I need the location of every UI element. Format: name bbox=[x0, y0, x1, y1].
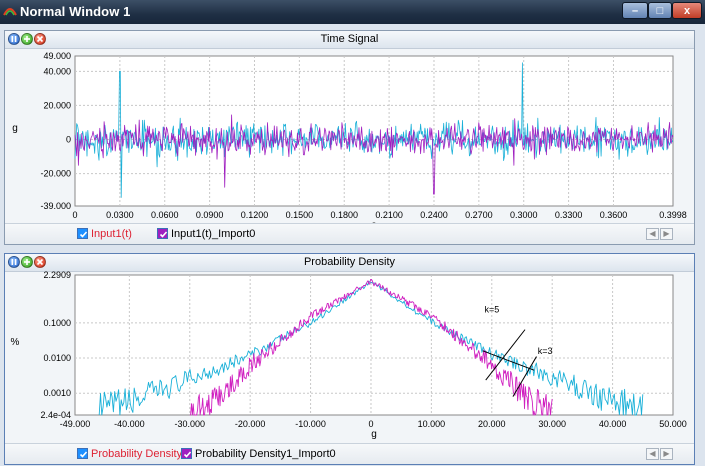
checkbox-checked-icon[interactable] bbox=[77, 228, 88, 239]
y-axis-label: g bbox=[12, 123, 18, 134]
add-icon[interactable] bbox=[21, 33, 33, 45]
scroll-right-button[interactable]: ▶ bbox=[660, 448, 673, 460]
probability-density-chart[interactable]: -49.000 -40.000 -30.000 -20.000 -10.000 0 10.0… bbox=[5, 271, 694, 444]
app-icon bbox=[3, 8, 17, 16]
scroll-left-button[interactable]: ◀ bbox=[646, 228, 659, 240]
checkbox-checked-icon[interactable] bbox=[181, 448, 192, 459]
y-tick-label: 2.2909 bbox=[43, 271, 71, 280]
title-bar: Normal Window 1 – □ x bbox=[0, 0, 705, 24]
close-panel-icon[interactable] bbox=[34, 33, 46, 45]
x-tick-label: -20.000 bbox=[235, 419, 266, 429]
x-tick-label: -49.000 bbox=[60, 419, 91, 429]
y-tick-label: 40.000 bbox=[43, 66, 71, 76]
y-tick-label: 2.4e-04 bbox=[40, 410, 71, 420]
series-line bbox=[189, 278, 553, 416]
legend: Input1(t) Input1(t)_Import0 ◀ ▶ bbox=[5, 223, 694, 244]
probability-density-panel: Probability Density -49.000 -40.000 -30.00… bbox=[4, 253, 695, 465]
pause-icon[interactable] bbox=[8, 256, 20, 268]
x-tick-label: 0.3000 bbox=[510, 210, 538, 220]
annotation-leader bbox=[482, 350, 535, 371]
y-tick-label: 0.0010 bbox=[43, 388, 71, 398]
scroll-right-button[interactable]: ▶ bbox=[660, 228, 673, 240]
panel-title: Probability Density bbox=[303, 256, 396, 268]
checkbox-checked-icon[interactable] bbox=[157, 228, 168, 239]
y-tick-label: 20.000 bbox=[43, 100, 71, 110]
x-tick-label: 0.3998 bbox=[659, 210, 687, 220]
series-line bbox=[74, 62, 674, 198]
x-tick-label: -30.000 bbox=[175, 419, 206, 429]
x-tick-label: 0.2400 bbox=[420, 210, 448, 220]
y-tick-label: 0.1000 bbox=[43, 318, 71, 328]
y-tick-label: 0.0100 bbox=[43, 353, 71, 363]
panel-title: Time Signal bbox=[320, 33, 379, 45]
y-tick-label: 49.000 bbox=[43, 51, 71, 61]
close-button[interactable]: x bbox=[672, 2, 702, 19]
legend-label: Probability Density1_Import0 bbox=[195, 448, 336, 460]
x-tick-label: 0.3300 bbox=[555, 210, 583, 220]
x-tick-label: -10.000 bbox=[295, 419, 326, 429]
annotation-label: k=3 bbox=[538, 346, 553, 356]
plot-area bbox=[74, 55, 674, 207]
legend-label: Input1(t) bbox=[91, 228, 132, 240]
x-tick-label: 0.2700 bbox=[465, 210, 493, 220]
panel-header: Time Signal bbox=[5, 31, 694, 49]
x-tick-label: 0.1500 bbox=[286, 210, 314, 220]
minimize-button[interactable]: – bbox=[622, 2, 648, 19]
x-tick-label: 10.000 bbox=[418, 419, 446, 429]
close-panel-icon[interactable] bbox=[34, 256, 46, 268]
x-tick-label: 0.2100 bbox=[375, 210, 403, 220]
scroll-left-button[interactable]: ◀ bbox=[646, 448, 659, 460]
annotation-label: k=5 bbox=[485, 305, 500, 315]
checkbox-checked-icon[interactable] bbox=[77, 448, 88, 459]
pause-icon[interactable] bbox=[8, 33, 20, 45]
x-tick-label: 0 bbox=[72, 210, 77, 220]
x-tick-label: 0.1200 bbox=[241, 210, 269, 220]
x-tick-label: 40.000 bbox=[599, 419, 627, 429]
x-axis-label: s bbox=[372, 220, 377, 224]
x-tick-label: 0.3600 bbox=[600, 210, 628, 220]
series-line bbox=[74, 114, 674, 195]
x-axis-label: g bbox=[371, 429, 377, 440]
x-tick-label: 0.0600 bbox=[151, 210, 179, 220]
x-tick-label: 20.000 bbox=[478, 419, 506, 429]
maximize-button[interactable]: □ bbox=[648, 2, 672, 19]
series-line bbox=[98, 280, 644, 416]
legend-label: Input1(t)_Import0 bbox=[171, 228, 256, 240]
plot-area bbox=[74, 274, 674, 416]
x-tick-label: 0 bbox=[368, 419, 373, 429]
add-icon[interactable] bbox=[21, 256, 33, 268]
y-axis-label: % bbox=[11, 337, 20, 348]
x-tick-label: 0.0900 bbox=[196, 210, 224, 220]
time-signal-panel: Time Signal 0 0.0300 0.0600 0.0900 0.1200 0.1… bbox=[4, 30, 695, 245]
x-tick-label: 0.0300 bbox=[106, 210, 134, 220]
window-title: Normal Window 1 bbox=[20, 4, 131, 19]
legend: Probability Density1 Probability Density… bbox=[5, 443, 694, 464]
y-tick-label: -39.000 bbox=[40, 201, 71, 211]
time-signal-chart[interactable]: 0 0.0300 0.0600 0.0900 0.1200 0.1500 0.1800 0.2… bbox=[5, 48, 694, 224]
x-tick-label: -40.000 bbox=[114, 419, 145, 429]
annotation-leader bbox=[485, 329, 526, 381]
x-tick-label: 50.000 bbox=[659, 419, 687, 429]
legend-label: Probability Density1 bbox=[91, 448, 189, 460]
panel-header: Probability Density bbox=[5, 254, 694, 272]
x-tick-label: 0.1800 bbox=[330, 210, 358, 220]
x-tick-label: 30.000 bbox=[538, 419, 566, 429]
y-tick-label: -20.000 bbox=[40, 169, 71, 179]
annotation-leader bbox=[512, 356, 537, 397]
y-tick-label: 0 bbox=[66, 135, 71, 145]
